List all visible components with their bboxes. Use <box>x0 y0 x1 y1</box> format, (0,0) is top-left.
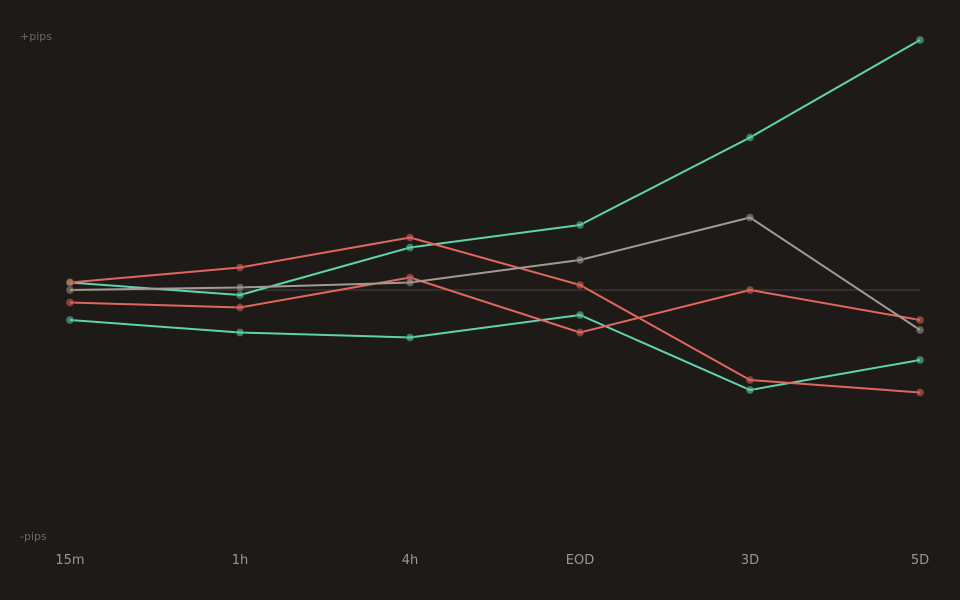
series-3-point-EOD <box>575 280 585 290</box>
series-1 <box>65 35 925 300</box>
x-tick-label: 4h <box>402 553 419 568</box>
series-4-point-1h <box>235 303 245 312</box>
series-2-point-1h <box>235 328 245 337</box>
series-1-point-4h <box>405 243 415 252</box>
series-3-point-1h <box>235 263 245 272</box>
series-3-point-5D <box>915 388 925 397</box>
series-1-point-EOD <box>575 220 585 230</box>
series-4-line <box>69 276 921 334</box>
series-4-point-3D <box>745 285 755 295</box>
series-3-line <box>69 236 921 394</box>
series-layer <box>65 35 925 397</box>
series-4-point-EOD <box>575 328 585 337</box>
series-2-line <box>69 314 921 391</box>
series-1-line <box>69 39 921 296</box>
series-3 <box>65 233 925 397</box>
series-3-point-15m <box>65 278 75 287</box>
series-2 <box>65 310 925 395</box>
series-2-point-4h <box>405 333 415 342</box>
series-5-point-EOD <box>575 255 585 265</box>
x-axis: 15m 1h 4h EOD 3D 5D <box>55 553 929 568</box>
series-3-point-4h <box>405 233 415 242</box>
series-2-point-15m <box>65 315 75 325</box>
series-2-point-5D <box>915 355 925 365</box>
series-2-point-EOD <box>575 310 585 320</box>
x-tick-label: 5D <box>911 553 929 568</box>
series-5-point-5D <box>915 325 925 335</box>
series-2-point-3D <box>745 385 755 395</box>
y-axis-top-label: +pips <box>20 30 52 43</box>
series-5-point-3D <box>745 213 755 222</box>
x-tick-label: EOD <box>566 553 594 568</box>
series-4-point-5D <box>915 315 925 325</box>
series-5-point-15m <box>65 285 75 295</box>
y-axis-bottom-label: -pips <box>20 530 47 543</box>
x-tick-label: 1h <box>232 553 249 568</box>
series-5-line <box>69 216 921 331</box>
series-1-point-1h <box>235 290 245 300</box>
series-5-point-4h <box>405 278 415 287</box>
series-5 <box>65 213 925 335</box>
series-4-point-15m <box>65 298 75 307</box>
x-tick-label: 15m <box>55 553 84 568</box>
series-3-point-3D <box>745 375 755 385</box>
series-1-point-5D <box>915 35 925 45</box>
series-1-point-3D <box>745 133 755 142</box>
x-tick-label: 3D <box>741 553 759 568</box>
series-5-point-1h <box>235 283 245 292</box>
